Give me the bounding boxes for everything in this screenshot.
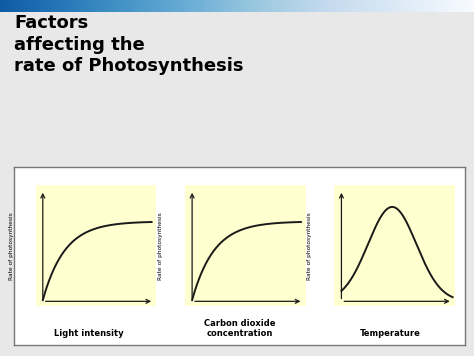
Text: Rate of photosynthesis: Rate of photosynthesis (9, 212, 14, 279)
Text: Light intensity: Light intensity (54, 329, 123, 338)
Text: Rate of photosynthesis: Rate of photosynthesis (308, 212, 312, 279)
Text: Factors
affecting the
rate of Photosynthesis: Factors affecting the rate of Photosynth… (14, 14, 244, 75)
Text: Carbon dioxide
concentration: Carbon dioxide concentration (204, 319, 275, 338)
Text: Rate of photosynthesis: Rate of photosynthesis (158, 212, 163, 279)
Text: Temperature: Temperature (360, 329, 420, 338)
